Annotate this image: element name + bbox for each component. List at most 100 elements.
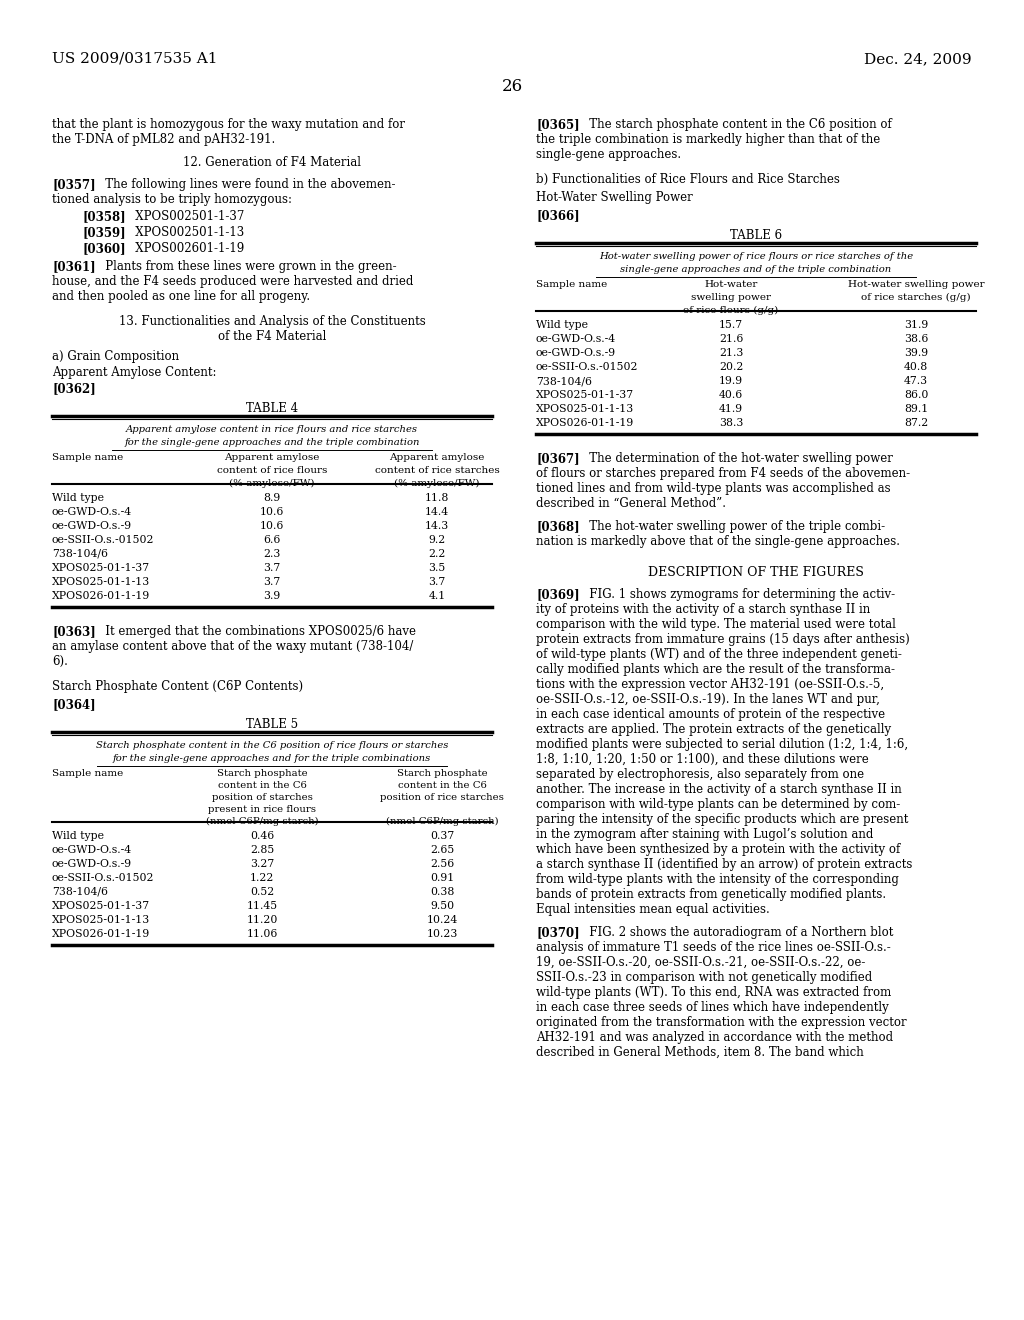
Text: 3.7: 3.7 [428, 577, 445, 587]
Text: 3.27: 3.27 [250, 859, 274, 869]
Text: Apparent Amylose Content:: Apparent Amylose Content: [52, 366, 216, 379]
Text: of rice starches (g/g): of rice starches (g/g) [861, 293, 971, 302]
Text: 1.22: 1.22 [250, 873, 274, 883]
Text: in each case identical amounts of protein of the respective: in each case identical amounts of protei… [536, 708, 885, 721]
Text: oe-GWD-O.s.-4: oe-GWD-O.s.-4 [536, 334, 616, 345]
Text: 0.38: 0.38 [430, 887, 455, 898]
Text: Hot-Water Swelling Power: Hot-Water Swelling Power [536, 191, 693, 205]
Text: content in the C6: content in the C6 [217, 781, 306, 789]
Text: The hot-water swelling power of the triple combi-: The hot-water swelling power of the trip… [578, 520, 885, 533]
Text: 12. Generation of F4 Material: 12. Generation of F4 Material [183, 156, 361, 169]
Text: oe-SSII-O.s.-01502: oe-SSII-O.s.-01502 [52, 873, 155, 883]
Text: extracts are applied. The protein extracts of the genetically: extracts are applied. The protein extrac… [536, 723, 891, 737]
Text: Hot-water: Hot-water [705, 280, 758, 289]
Text: 0.52: 0.52 [250, 887, 274, 898]
Text: oe-SSII-O.s.-01502: oe-SSII-O.s.-01502 [52, 535, 155, 545]
Text: The following lines were found in the abovemen-: The following lines were found in the ab… [94, 178, 395, 191]
Text: oe-GWD-O.s.-9: oe-GWD-O.s.-9 [52, 859, 132, 869]
Text: 11.8: 11.8 [425, 492, 450, 503]
Text: [0368]: [0368] [536, 520, 580, 533]
Text: b) Functionalities of Rice Flours and Rice Starches: b) Functionalities of Rice Flours and Ri… [536, 173, 840, 186]
Text: 3.9: 3.9 [263, 591, 281, 601]
Text: 26: 26 [502, 78, 522, 95]
Text: [0360]: [0360] [82, 242, 126, 255]
Text: 0.37: 0.37 [430, 832, 454, 841]
Text: content of rice flours: content of rice flours [217, 466, 328, 475]
Text: nation is markedly above that of the single-gene approaches.: nation is markedly above that of the sin… [536, 535, 900, 548]
Text: [0366]: [0366] [536, 209, 580, 222]
Text: 738-104/6: 738-104/6 [52, 549, 108, 558]
Text: Plants from these lines were grown in the green-: Plants from these lines were grown in th… [94, 260, 396, 273]
Text: swelling power: swelling power [691, 293, 771, 302]
Text: [0365]: [0365] [536, 117, 580, 131]
Text: 0.91: 0.91 [430, 873, 454, 883]
Text: 38.3: 38.3 [719, 418, 743, 428]
Text: comparison with the wild type. The material used were total: comparison with the wild type. The mater… [536, 618, 896, 631]
Text: 14.4: 14.4 [425, 507, 450, 517]
Text: XPOS002501-1-13: XPOS002501-1-13 [124, 226, 245, 239]
Text: present in rice flours: present in rice flours [208, 805, 316, 814]
Text: (nmol C6P/mg starch): (nmol C6P/mg starch) [386, 817, 499, 826]
Text: tioned lines and from wild-type plants was accomplished as: tioned lines and from wild-type plants w… [536, 482, 891, 495]
Text: content of rice starches: content of rice starches [375, 466, 500, 475]
Text: tions with the expression vector AH32-191 (oe-SSII-O.s.-5,: tions with the expression vector AH32-19… [536, 678, 884, 690]
Text: 738-104/6: 738-104/6 [536, 376, 592, 385]
Text: [0362]: [0362] [52, 381, 96, 395]
Text: 19, oe-SSII-O.s.-20, oe-SSII-O.s.-21, oe-SSII-O.s.-22, oe-: 19, oe-SSII-O.s.-20, oe-SSII-O.s.-21, oe… [536, 956, 865, 969]
Text: content in the C6: content in the C6 [397, 781, 486, 789]
Text: the T-DNA of pML82 and pAH32-191.: the T-DNA of pML82 and pAH32-191. [52, 133, 275, 147]
Text: 2.2: 2.2 [428, 549, 445, 558]
Text: modified plants were subjected to serial dilution (1:2, 1:4, 1:6,: modified plants were subjected to serial… [536, 738, 908, 751]
Text: (% amylose/FW): (% amylose/FW) [229, 479, 314, 488]
Text: 10.6: 10.6 [260, 507, 285, 517]
Text: single-gene approaches and of the triple combination: single-gene approaches and of the triple… [621, 265, 892, 275]
Text: an amylase content above that of the waxy mutant (738-104/: an amylase content above that of the wax… [52, 640, 414, 653]
Text: FIG. 2 shows the autoradiogram of a Northern blot: FIG. 2 shows the autoradiogram of a Nort… [578, 927, 893, 939]
Text: XPOS025-01-1-13: XPOS025-01-1-13 [52, 577, 151, 587]
Text: [0364]: [0364] [52, 698, 95, 711]
Text: 19.9: 19.9 [719, 376, 743, 385]
Text: for the single-gene approaches and for the triple combinations: for the single-gene approaches and for t… [113, 754, 431, 763]
Text: 21.3: 21.3 [719, 348, 743, 358]
Text: 89.1: 89.1 [904, 404, 928, 414]
Text: described in General Methods, item 8. The band which: described in General Methods, item 8. Th… [536, 1045, 864, 1059]
Text: 41.9: 41.9 [719, 404, 743, 414]
Text: Starch phosphate: Starch phosphate [217, 770, 307, 777]
Text: oe-GWD-O.s.-4: oe-GWD-O.s.-4 [52, 845, 132, 855]
Text: cally modified plants which are the result of the transforma-: cally modified plants which are the resu… [536, 663, 895, 676]
Text: Hot-water swelling power: Hot-water swelling power [848, 280, 984, 289]
Text: TABLE 6: TABLE 6 [730, 228, 782, 242]
Text: 11.45: 11.45 [247, 902, 278, 911]
Text: 3.7: 3.7 [263, 564, 281, 573]
Text: XPOS025-01-1-37: XPOS025-01-1-37 [536, 389, 634, 400]
Text: 11.20: 11.20 [247, 915, 278, 925]
Text: 0.46: 0.46 [250, 832, 274, 841]
Text: 15.7: 15.7 [719, 319, 743, 330]
Text: 6.6: 6.6 [263, 535, 281, 545]
Text: [0369]: [0369] [536, 587, 580, 601]
Text: Sample name: Sample name [52, 770, 123, 777]
Text: The starch phosphate content in the C6 position of: The starch phosphate content in the C6 p… [578, 117, 892, 131]
Text: described in “General Method”.: described in “General Method”. [536, 498, 726, 510]
Text: Sample name: Sample name [52, 453, 123, 462]
Text: Equal intensities mean equal activities.: Equal intensities mean equal activities. [536, 903, 770, 916]
Text: [0358]: [0358] [82, 210, 126, 223]
Text: TABLE 5: TABLE 5 [246, 718, 298, 731]
Text: 47.3: 47.3 [904, 376, 928, 385]
Text: and then pooled as one line for all progeny.: and then pooled as one line for all prog… [52, 290, 310, 304]
Text: 4.1: 4.1 [428, 591, 445, 601]
Text: Starch Phosphate Content (C6P Contents): Starch Phosphate Content (C6P Contents) [52, 680, 303, 693]
Text: DESCRIPTION OF THE FIGURES: DESCRIPTION OF THE FIGURES [648, 566, 864, 579]
Text: the triple combination is markedly higher than that of the: the triple combination is markedly highe… [536, 133, 881, 147]
Text: Sample name: Sample name [536, 280, 607, 289]
Text: 9.2: 9.2 [428, 535, 445, 545]
Text: [0370]: [0370] [536, 927, 580, 939]
Text: 3.7: 3.7 [263, 577, 281, 587]
Text: another. The increase in the activity of a starch synthase II in: another. The increase in the activity of… [536, 783, 902, 796]
Text: 87.2: 87.2 [904, 418, 928, 428]
Text: XPOS026-01-1-19: XPOS026-01-1-19 [52, 591, 151, 601]
Text: that the plant is homozygous for the waxy mutation and for: that the plant is homozygous for the wax… [52, 117, 406, 131]
Text: Starch phosphate: Starch phosphate [396, 770, 487, 777]
Text: for the single-gene approaches and the triple combination: for the single-gene approaches and the t… [124, 438, 420, 447]
Text: It emerged that the combinations XPOS0025/6 have: It emerged that the combinations XPOS002… [94, 624, 416, 638]
